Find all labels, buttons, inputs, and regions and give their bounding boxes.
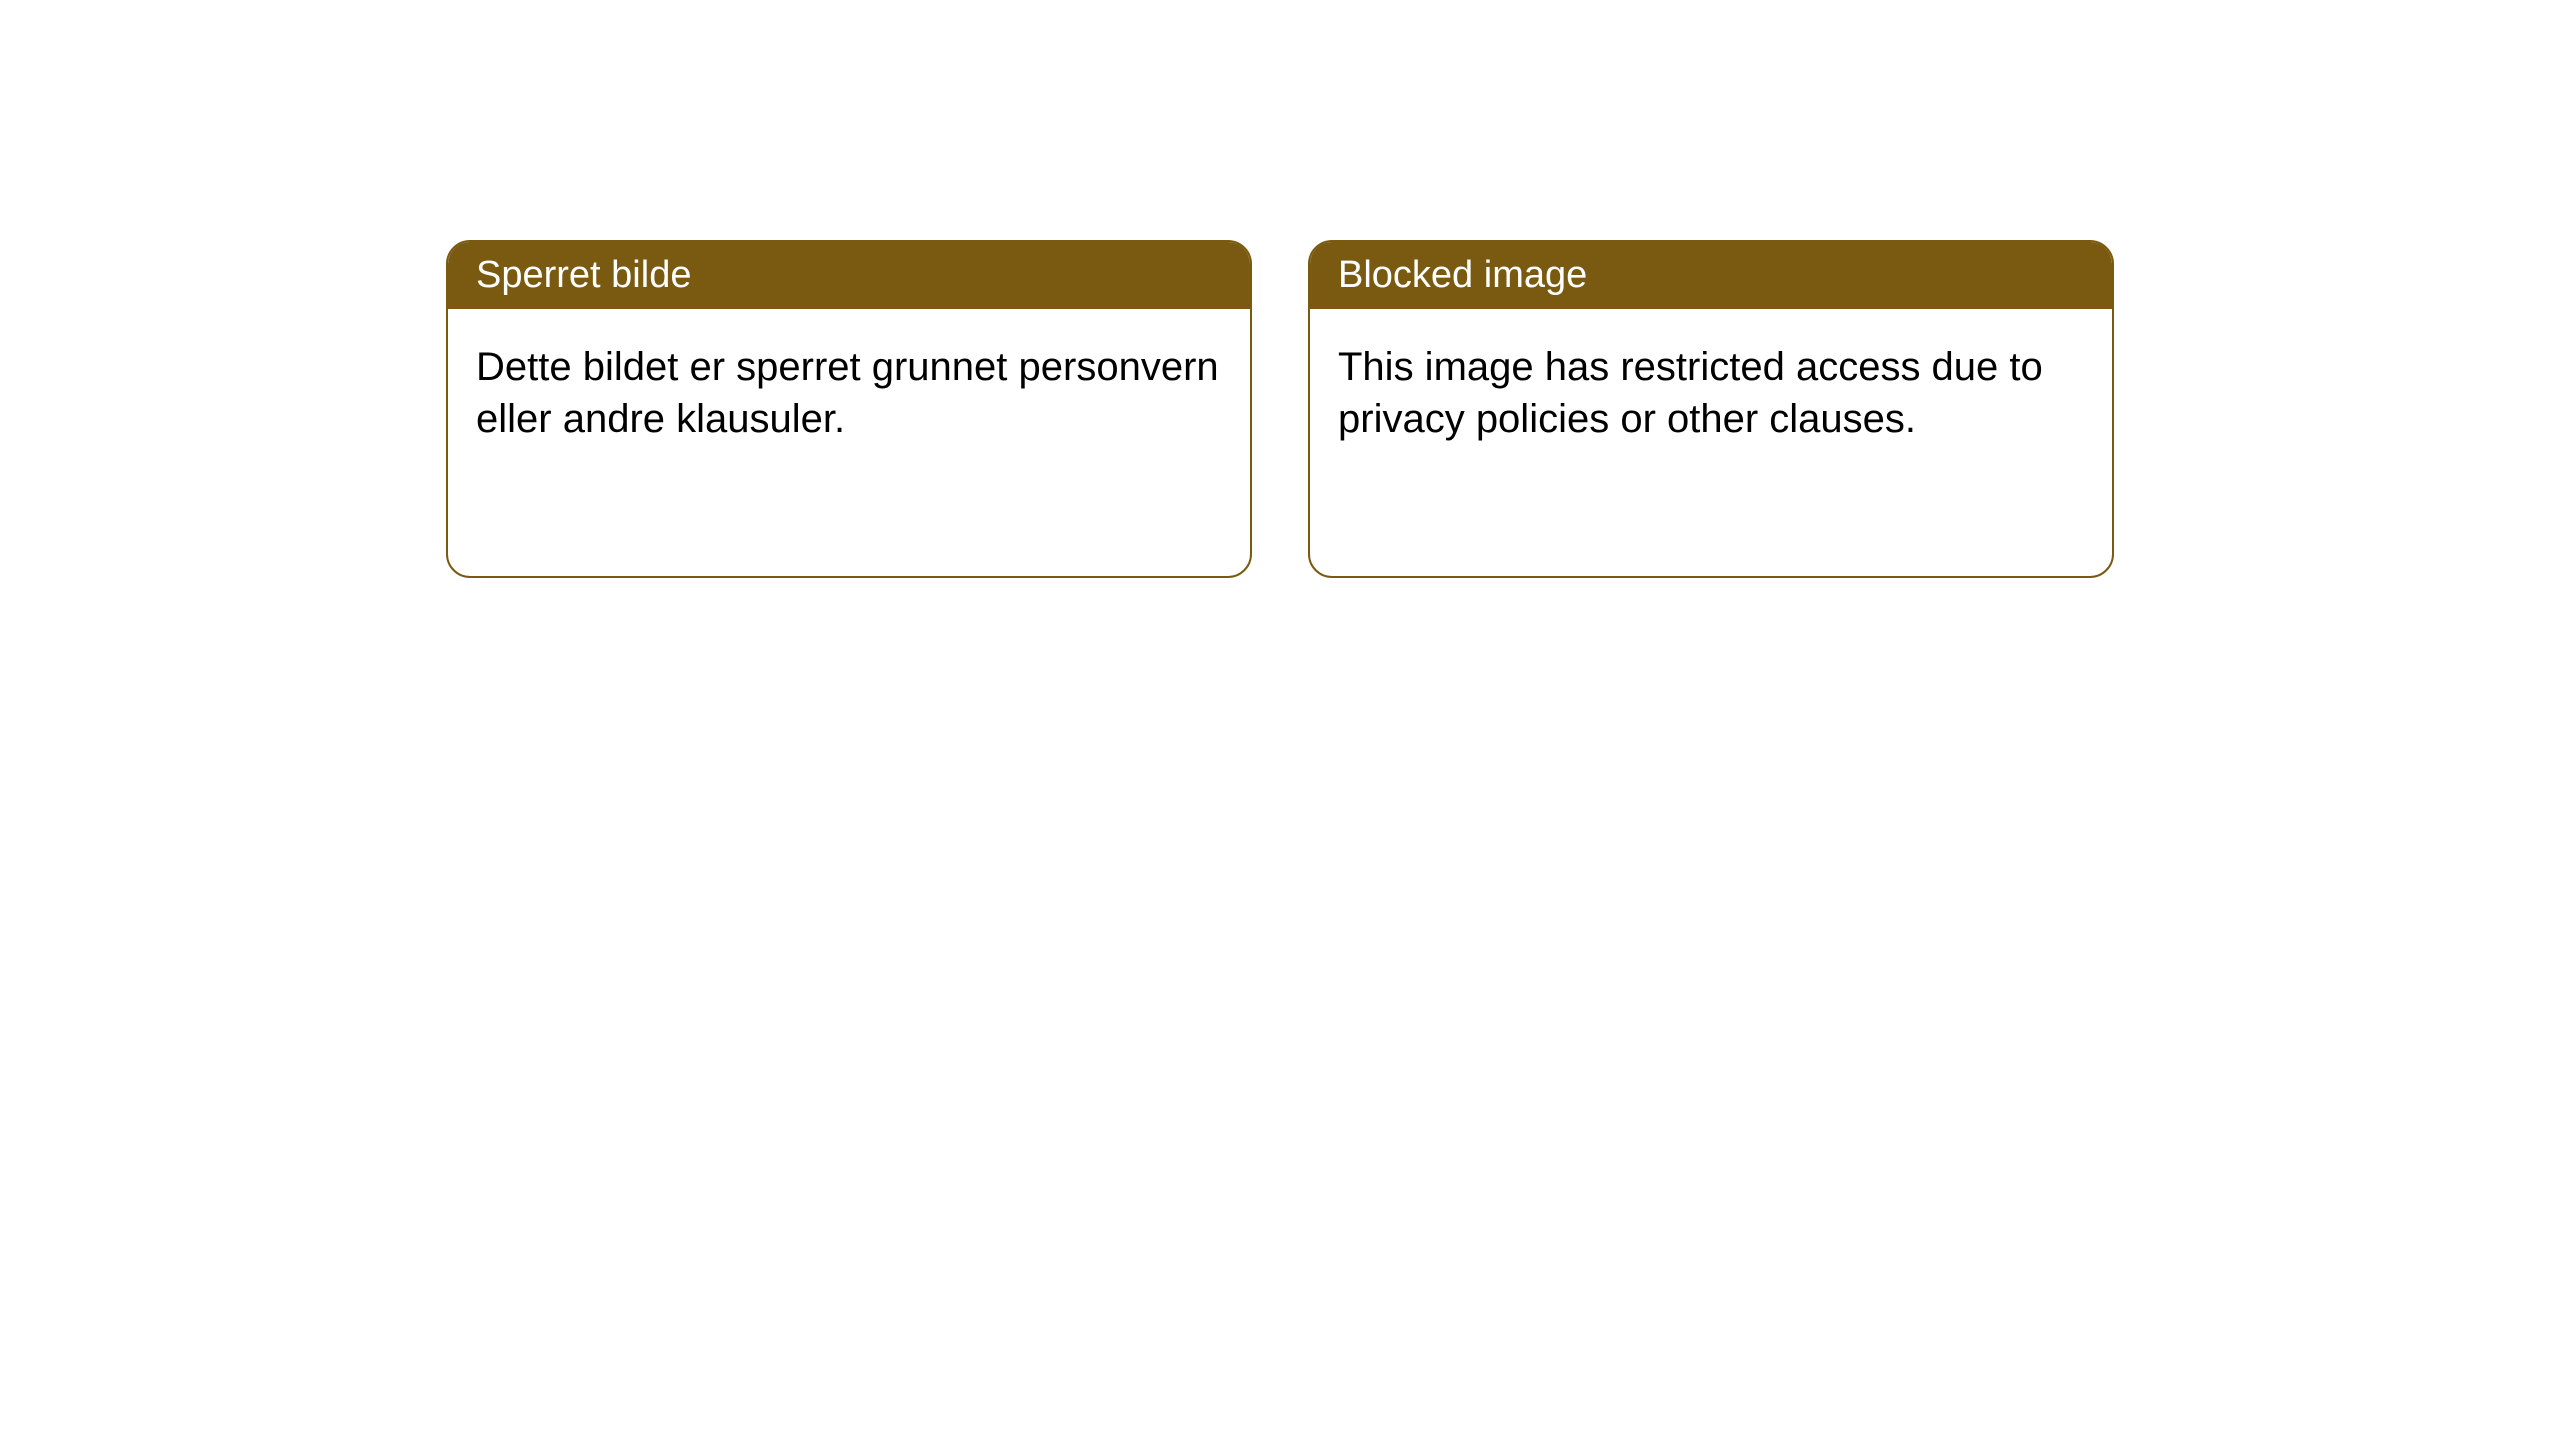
card-title-no: Sperret bilde [476, 254, 691, 296]
blocked-image-notices: Sperret bilde Dette bildet er sperret gr… [446, 240, 2114, 578]
blocked-image-card-en: Blocked image This image has restricted … [1308, 240, 2114, 578]
card-body-no: Dette bildet er sperret grunnet personve… [448, 309, 1250, 477]
card-title-en: Blocked image [1338, 254, 1587, 296]
card-text-no: Dette bildet er sperret grunnet personve… [476, 345, 1219, 441]
card-text-en: This image has restricted access due to … [1338, 345, 2043, 441]
card-header-no: Sperret bilde [448, 242, 1250, 309]
card-body-en: This image has restricted access due to … [1310, 309, 2112, 477]
blocked-image-card-no: Sperret bilde Dette bildet er sperret gr… [446, 240, 1252, 578]
card-header-en: Blocked image [1310, 242, 2112, 309]
